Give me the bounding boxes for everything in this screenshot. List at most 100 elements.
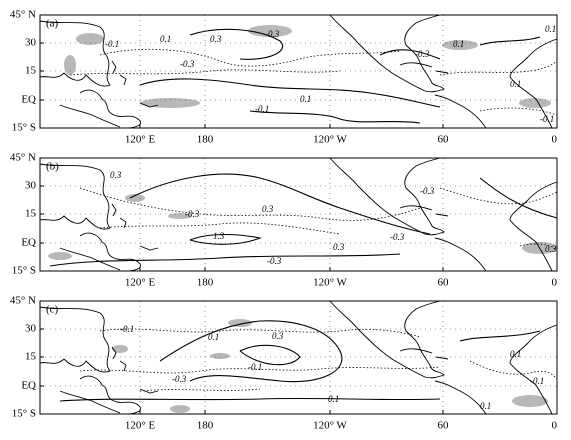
contour-label: 0.3 bbox=[210, 34, 222, 44]
contour-label: 0.3 bbox=[272, 331, 284, 341]
lon-label: 120° E bbox=[125, 277, 156, 289]
coastline bbox=[329, 14, 445, 93]
coastline bbox=[39, 163, 111, 230]
contour-positive bbox=[379, 36, 541, 60]
contour-positive bbox=[239, 344, 301, 366]
contour-negative bbox=[519, 243, 558, 251]
panel-label: (b) bbox=[46, 161, 59, 173]
contour-label: -0.1 bbox=[530, 376, 544, 386]
contour-negative bbox=[439, 60, 558, 76]
map-panel: -0.1 0.1 0.3 -0.3 -0.3 0.1 -0.1 -0.3 0.1 -0.1 0.1 0… bbox=[10, 9, 558, 146]
coastline bbox=[434, 94, 487, 129]
contour-negative bbox=[479, 107, 558, 116]
contour-label: 0.3 bbox=[110, 170, 122, 180]
contour-label: -0.3 bbox=[415, 49, 430, 59]
lon-label: 120° W bbox=[313, 277, 347, 289]
contour-positive bbox=[49, 253, 401, 267]
lat-label: 15 bbox=[25, 208, 37, 220]
contour-label: -0.1 bbox=[255, 104, 269, 114]
coastline bbox=[59, 247, 121, 271]
contour-label: 0.3 bbox=[545, 244, 557, 254]
contour-label: 0.1 bbox=[328, 394, 339, 404]
lon-label: 120° W bbox=[313, 134, 347, 146]
contour-negative bbox=[469, 360, 558, 380]
contour-negative bbox=[99, 328, 421, 338]
lat-label: 30 bbox=[25, 323, 37, 335]
coastline bbox=[39, 20, 111, 87]
shaded-area bbox=[64, 55, 76, 75]
shaded-area bbox=[48, 252, 72, 260]
lon-label: 120° W bbox=[313, 420, 347, 432]
lat-label: 30 bbox=[25, 37, 37, 49]
lon-label: 0 bbox=[552, 277, 558, 289]
contour-positive bbox=[459, 330, 541, 342]
contour-positive bbox=[189, 28, 283, 60]
shaded-area bbox=[519, 98, 551, 108]
contour-label: -0.1 bbox=[120, 324, 134, 334]
map-panel: -0.1 0.1 -0.1 0.3 -0.3 0.1 0.1 -0.1 0.1 (c) 45° N 3… bbox=[10, 295, 558, 432]
coastline bbox=[399, 62, 449, 74]
shaded-area bbox=[248, 25, 292, 37]
contour-label: -0.3 bbox=[265, 29, 280, 39]
coastline bbox=[79, 232, 142, 272]
shaded-area bbox=[76, 33, 104, 45]
coastline bbox=[399, 348, 449, 360]
coastline bbox=[39, 306, 111, 373]
lat-label: 45° N bbox=[10, 9, 36, 21]
coastline bbox=[111, 203, 159, 251]
contour-label: -0.1 bbox=[248, 362, 262, 372]
panel-label: (a) bbox=[46, 18, 59, 30]
contour-negative bbox=[99, 48, 401, 67]
coastline bbox=[434, 237, 487, 272]
lat-label: 45° N bbox=[10, 295, 36, 307]
contour-positive bbox=[139, 78, 441, 108]
coastline bbox=[111, 60, 159, 108]
lon-label: 180 bbox=[197, 277, 214, 289]
shaded-area bbox=[168, 213, 192, 219]
coastline bbox=[329, 157, 445, 236]
contour-label: 0.1 bbox=[510, 349, 521, 359]
contour-label: -0.1 bbox=[105, 39, 119, 49]
contour-label: 0.1 bbox=[160, 34, 171, 44]
coastline bbox=[59, 104, 121, 128]
contour-positive bbox=[479, 177, 558, 219]
coastline bbox=[111, 346, 159, 394]
contour-label: -0.3 bbox=[420, 186, 435, 196]
coastline bbox=[434, 380, 487, 415]
coastline bbox=[59, 390, 121, 414]
lat-label: 15° S bbox=[12, 122, 36, 134]
shaded-area bbox=[512, 395, 548, 407]
contour-negative bbox=[79, 187, 421, 221]
contour-negative bbox=[139, 388, 261, 392]
coastline bbox=[79, 375, 142, 415]
lat-label: 15° S bbox=[12, 265, 36, 277]
contour-label: 0.3 bbox=[262, 204, 274, 214]
contour-positive bbox=[59, 397, 441, 402]
shaded-area bbox=[210, 353, 230, 359]
contour-label: 1.3 bbox=[213, 231, 225, 241]
lat-label: 45° N bbox=[10, 152, 36, 164]
lon-label: 120° E bbox=[125, 134, 156, 146]
coastline bbox=[509, 181, 558, 272]
contour-label: -0.3 bbox=[172, 374, 187, 384]
contour-label: -0.1 bbox=[540, 114, 554, 124]
coastline bbox=[509, 38, 558, 129]
contour-positive bbox=[249, 110, 421, 124]
coastline bbox=[79, 89, 142, 129]
lat-label: EQ bbox=[21, 237, 36, 249]
contour-negative bbox=[69, 69, 341, 76]
contour-label: -0.3 bbox=[390, 232, 405, 242]
panel-label: (c) bbox=[46, 304, 59, 316]
contour-negative bbox=[439, 187, 558, 205]
contour-positive bbox=[159, 320, 343, 383]
contour-label: -0.3 bbox=[180, 59, 195, 69]
lat-label: 15° S bbox=[12, 408, 36, 420]
coastline bbox=[329, 300, 445, 379]
shaded-area bbox=[112, 345, 128, 353]
shaded-area bbox=[170, 405, 190, 413]
lat-label: 15 bbox=[25, 65, 37, 77]
contour-negative bbox=[79, 366, 441, 374]
contour-label: 0.1 bbox=[208, 332, 219, 342]
lon-label: 60 bbox=[438, 420, 450, 432]
